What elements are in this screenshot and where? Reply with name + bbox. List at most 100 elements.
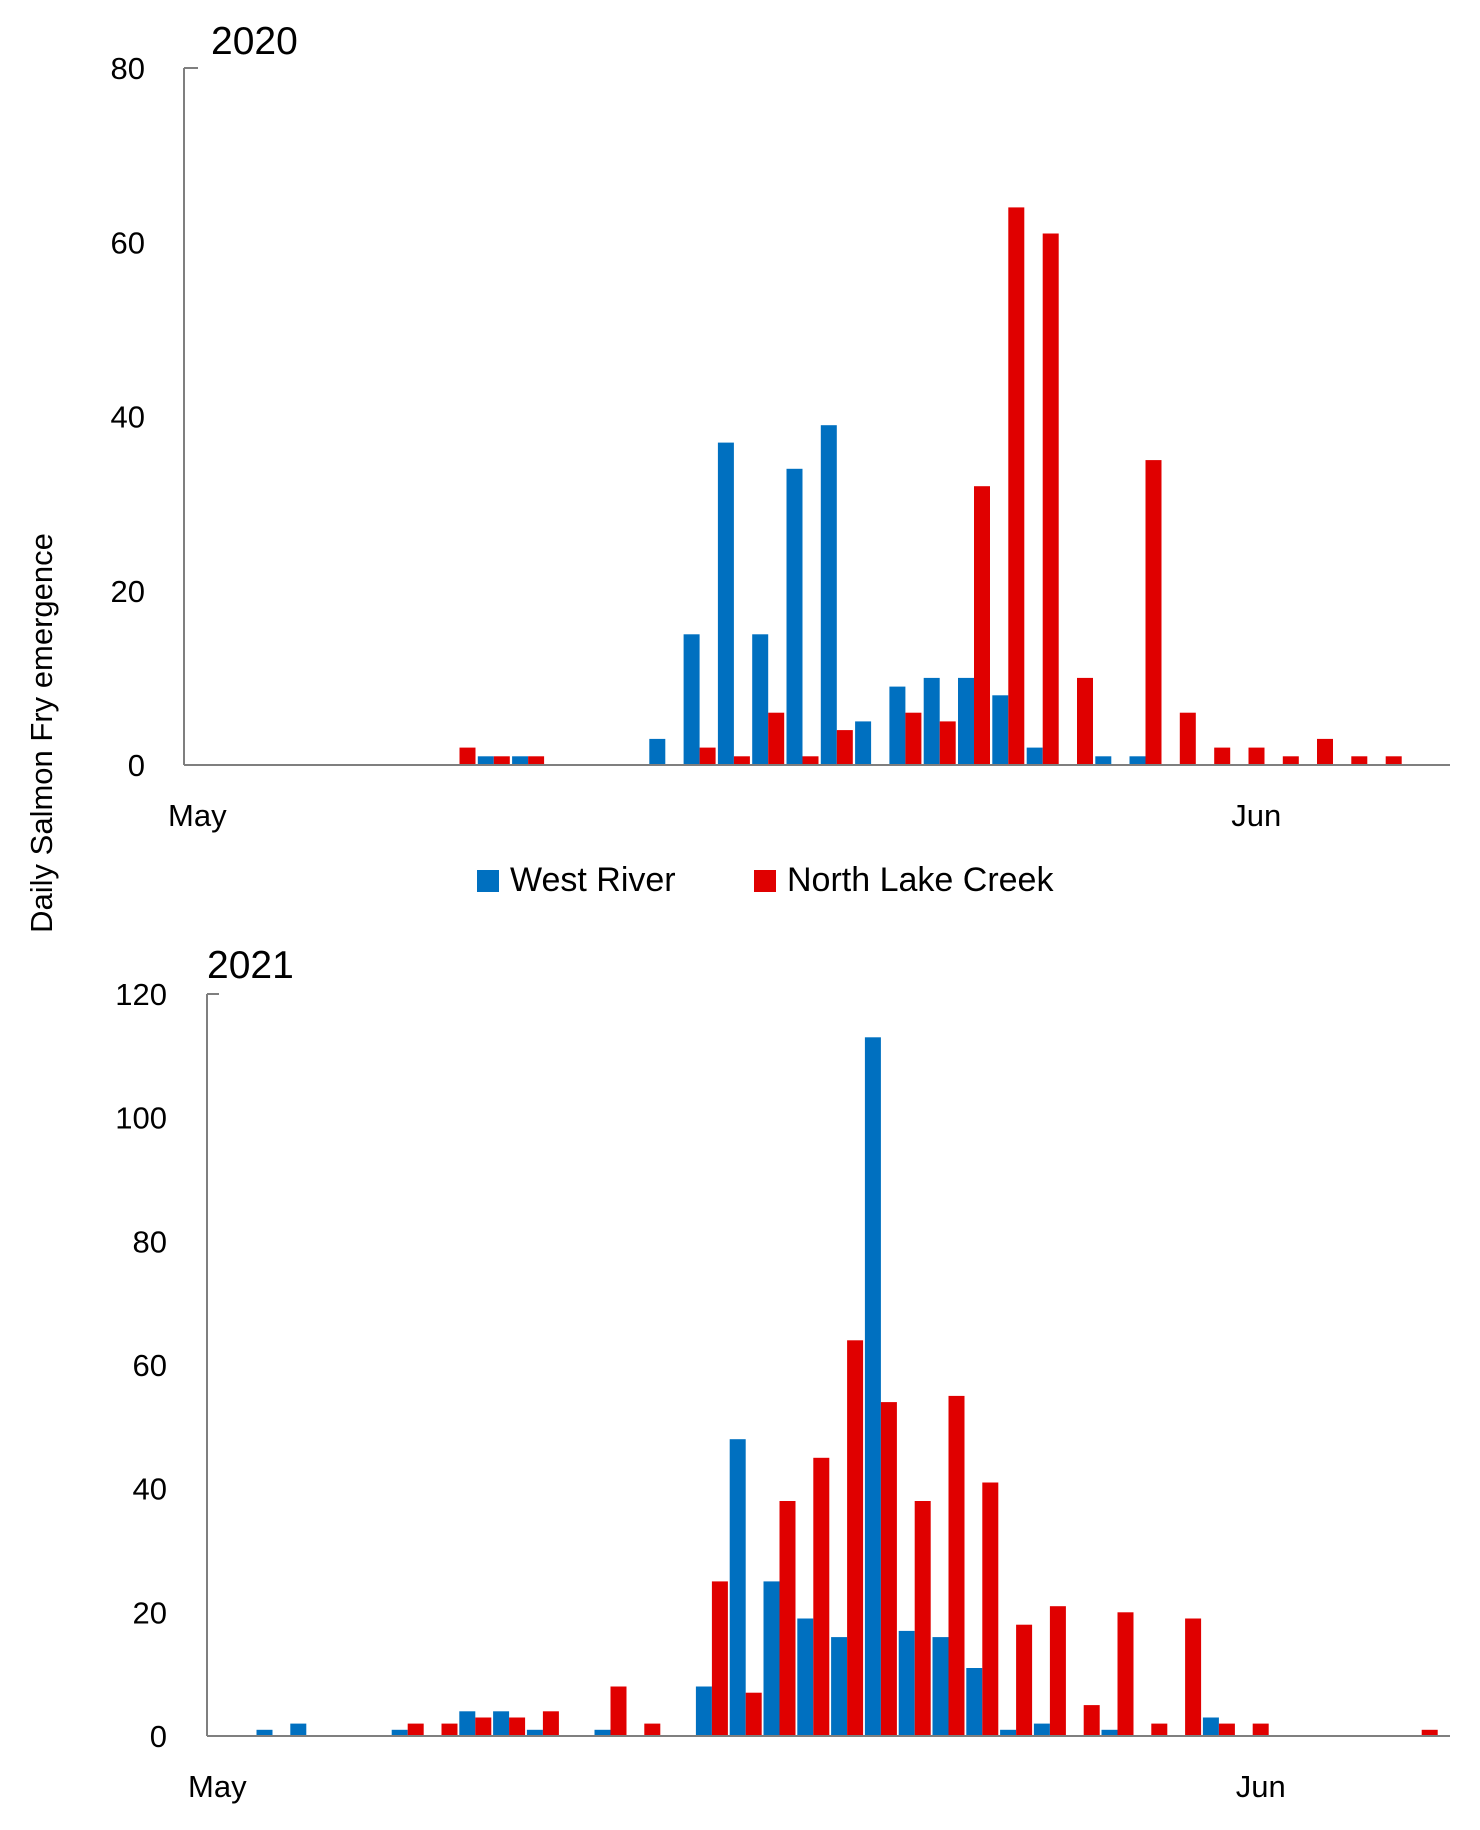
bar-2020-west-river-day-21 — [889, 686, 906, 765]
bar-2021-west-river-day-18 — [797, 1618, 814, 1736]
bar-2020-west-river-day-17 — [752, 634, 769, 765]
bar-2021-north-lake-creek-day-28 — [1151, 1723, 1168, 1736]
bar-2020-west-river-day-28 — [1129, 756, 1146, 765]
bar-2020-west-river-day-25 — [1026, 747, 1043, 765]
y-ticks-2021: 0 20 40 60 80 100 120 — [115, 977, 167, 1754]
bar-2020-north-lake-creek-day-28 — [1145, 460, 1162, 765]
bar-2020-north-lake-creek-day-10 — [528, 756, 545, 765]
bar-2021-west-river-day-8 — [459, 1711, 476, 1736]
legend: West River North Lake Creek — [477, 861, 1054, 899]
y-tick-label-2020-80: 80 — [111, 51, 145, 86]
bar-2020-west-river-day-24 — [992, 695, 1009, 765]
bar-2020-west-river-day-18 — [786, 468, 803, 765]
chart-title-2020: 2020 — [211, 20, 298, 63]
y-ticks-2020: 0 20 40 60 80 — [111, 51, 145, 783]
bar-2020-north-lake-creek-day-8 — [459, 747, 476, 765]
bar-2021-west-river-day-16 — [729, 1439, 746, 1736]
bar-2020-west-river-day-10 — [512, 756, 529, 765]
bar-2021-west-river-day-17 — [763, 1581, 780, 1736]
bar-2021-west-river-day-3 — [290, 1723, 307, 1736]
bar-2021-north-lake-creek-day-30 — [1218, 1723, 1235, 1736]
chart-2020: 2020 0 20 40 60 80 May Jun — [111, 20, 1450, 833]
bar-2021-north-lake-creek-day-9 — [509, 1717, 526, 1736]
bar-2020-north-lake-creek-day-19 — [836, 730, 853, 765]
bar-2021-north-lake-creek-day-22 — [948, 1395, 965, 1736]
y-tick-label-2021-0: 0 — [150, 1719, 167, 1754]
bar-2021-west-river-day-27 — [1101, 1729, 1118, 1736]
bar-2020-north-lake-creek-day-17 — [768, 712, 785, 765]
bar-2021-north-lake-creek-day-31 — [1252, 1723, 1269, 1736]
bar-2021-west-river-day-6 — [391, 1729, 408, 1736]
bar-2020-north-lake-creek-day-30 — [1214, 747, 1231, 765]
bar-2021-north-lake-creek-day-18 — [813, 1457, 830, 1737]
legend-label-north-lake-creek: North Lake Creek — [787, 861, 1054, 899]
bar-2021-west-river-day-23 — [966, 1668, 983, 1736]
y-tick-label-2020-60: 60 — [111, 225, 145, 260]
bar-2020-north-lake-creek-day-22 — [939, 721, 956, 765]
bar-2021-north-lake-creek-day-29 — [1185, 1618, 1202, 1736]
bar-2020-north-lake-creek-day-34 — [1351, 756, 1368, 765]
bar-2020-north-lake-creek-day-29 — [1179, 712, 1196, 765]
bar-2021-west-river-day-30 — [1202, 1717, 1219, 1736]
x-tick-label-2021-jun: Jun — [1236, 1769, 1286, 1804]
bar-2021-north-lake-creek-day-10 — [542, 1711, 559, 1736]
bar-2020-west-river-day-16 — [717, 442, 734, 765]
bar-2021-north-lake-creek-day-21 — [914, 1501, 931, 1736]
y-tick-label-2020-40: 40 — [111, 400, 145, 435]
y-tick-label-2021-100: 100 — [115, 1101, 167, 1136]
legend-label-west-river: West River — [510, 861, 676, 899]
chart-title-2021: 2021 — [207, 944, 294, 987]
bar-2020-north-lake-creek-day-25 — [1042, 233, 1059, 765]
x-tick-label-2020-may: May — [168, 798, 227, 833]
bar-2020-north-lake-creek-day-21 — [905, 712, 922, 765]
bar-2021-north-lake-creek-day-24 — [1016, 1624, 1033, 1736]
bar-2020-west-river-day-20 — [855, 721, 872, 765]
bar-2021-west-river-day-24 — [1000, 1729, 1017, 1736]
x-ticks-2021: May Jun — [188, 1769, 1286, 1804]
legend-swatch-north-lake-creek — [754, 870, 776, 892]
bar-2020-north-lake-creek-day-35 — [1385, 756, 1402, 765]
bars-2020 — [459, 207, 1402, 765]
y-tick-label-2021-80: 80 — [133, 1224, 167, 1259]
bar-2020-west-river-day-23 — [958, 677, 974, 765]
bar-2021-north-lake-creek-day-27 — [1117, 1612, 1134, 1736]
bar-2020-north-lake-creek-day-26 — [1077, 677, 1093, 765]
x-tick-label-2021-may: May — [188, 1769, 247, 1804]
bar-2021-west-river-day-19 — [831, 1637, 848, 1736]
bar-2021-north-lake-creek-day-26 — [1083, 1705, 1100, 1736]
bar-2020-north-lake-creek-day-33 — [1317, 738, 1333, 765]
bar-2020-north-lake-creek-day-16 — [733, 756, 750, 765]
bar-2020-north-lake-creek-day-15 — [699, 747, 716, 765]
bar-2020-west-river-day-19 — [820, 425, 837, 765]
bar-2021-north-lake-creek-day-15 — [711, 1581, 728, 1736]
bar-2021-north-lake-creek-day-16 — [745, 1692, 762, 1736]
bar-2021-north-lake-creek-day-25 — [1049, 1606, 1066, 1736]
chart-2021: 2021 0 20 40 60 80 100 120 May Jun — [115, 944, 1450, 1804]
bar-2020-west-river-day-14 — [649, 738, 666, 765]
bar-2021-north-lake-creek-day-12 — [610, 1686, 627, 1736]
y-tick-label-2021-120: 120 — [115, 977, 167, 1012]
bar-2021-west-river-day-2 — [256, 1729, 273, 1736]
bar-2020-west-river-day-27 — [1095, 756, 1112, 765]
bar-2021-north-lake-creek-day-7 — [441, 1723, 458, 1736]
x-tick-label-2020-jun: Jun — [1231, 798, 1281, 833]
bar-2021-west-river-day-22 — [932, 1637, 949, 1736]
bar-2021-north-lake-creek-day-23 — [982, 1482, 999, 1736]
bar-2020-north-lake-creek-day-18 — [802, 756, 819, 765]
y-tick-label-2020-20: 20 — [111, 574, 145, 609]
bar-2021-west-river-day-25 — [1033, 1723, 1050, 1736]
bar-2021-north-lake-creek-day-17 — [779, 1501, 796, 1736]
bar-2021-north-lake-creek-day-13 — [644, 1723, 661, 1736]
bar-2020-north-lake-creek-day-32 — [1282, 756, 1299, 765]
y-tick-label-2021-20: 20 — [133, 1595, 167, 1630]
bars-2021 — [256, 1037, 1438, 1737]
y-tick-label-2021-40: 40 — [133, 1472, 167, 1507]
bar-2021-west-river-day-20 — [864, 1037, 881, 1736]
bar-2020-north-lake-creek-day-9 — [493, 756, 510, 765]
bar-2021-west-river-day-10 — [526, 1729, 543, 1736]
bar-2021-west-river-day-9 — [493, 1711, 510, 1736]
bar-2020-west-river-day-22 — [923, 677, 940, 765]
bar-2021-north-lake-creek-day-8 — [475, 1717, 492, 1736]
bar-2020-north-lake-creek-day-24 — [1008, 207, 1025, 765]
